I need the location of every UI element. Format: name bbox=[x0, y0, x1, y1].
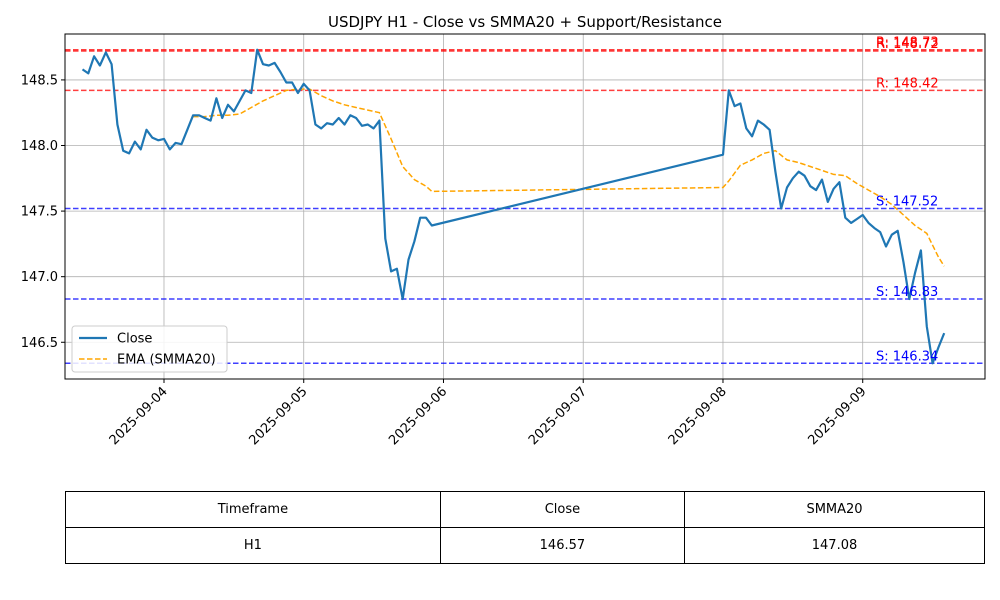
legend-label: EMA (SMMA20) bbox=[117, 353, 216, 368]
x-tick-label: 2025-09-04 bbox=[107, 384, 171, 448]
legend-label: Close bbox=[117, 332, 152, 347]
close-series-line bbox=[81, 48, 946, 365]
axes: 146.5 147.0 147.5 148.0 148.5 2025-09-04 2025-… bbox=[21, 73, 870, 448]
support-resistance-levels bbox=[65, 48, 985, 365]
table-row: H1 146.57 147.08 bbox=[65, 527, 985, 564]
smma-series-line bbox=[193, 88, 945, 267]
chart-title: USDJPY H1 - Close vs SMMA20 + Support/Re… bbox=[328, 13, 722, 31]
support-label: S: 147.52 bbox=[876, 194, 938, 209]
y-tick-label: 147.0 bbox=[21, 270, 58, 285]
support-label: S: 146.83 bbox=[876, 285, 938, 300]
table-header-cell: SMMA20 bbox=[684, 491, 985, 528]
support-label: S: 146.34 bbox=[876, 349, 938, 364]
y-tick-label: 148.5 bbox=[21, 73, 58, 88]
y-tick-label: 148.0 bbox=[21, 139, 58, 154]
x-tick-label: 2025-09-09 bbox=[806, 384, 870, 448]
plot-frame bbox=[64, 33, 986, 380]
table-header-cell: Timeframe bbox=[65, 491, 441, 528]
level-labels: R: 148.73R: 148.72 R: 148.42 S: 147.52 S: 1… bbox=[876, 36, 939, 365]
x-tick-label: 2025-09-05 bbox=[247, 384, 311, 448]
table-cell: 147.08 bbox=[684, 527, 985, 564]
table-header-row: Timeframe Close SMMA20 bbox=[65, 491, 985, 528]
x-tick-label: 2025-09-06 bbox=[386, 384, 450, 448]
resistance-label: R: 148.73 bbox=[876, 36, 939, 51]
series bbox=[81, 48, 946, 365]
summary-table: Timeframe Close SMMA20 H1 146.57 147.08 bbox=[65, 491, 985, 564]
y-tick-label: 146.5 bbox=[21, 336, 58, 351]
resistance-label: R: 148.42 bbox=[876, 76, 939, 91]
x-tick-label: 2025-09-08 bbox=[666, 384, 730, 448]
table-cell: 146.57 bbox=[439, 527, 686, 564]
grid bbox=[65, 34, 985, 379]
y-tick-label: 147.5 bbox=[21, 205, 58, 220]
resistance-label: R: 148.72 bbox=[876, 37, 939, 52]
x-tick-label: 2025-09-07 bbox=[526, 384, 590, 448]
line-chart: USDJPY H1 - Close vs SMMA20 + Support/Re… bbox=[21, 13, 986, 448]
table-header-cell: Close bbox=[439, 491, 686, 528]
table-cell: H1 bbox=[65, 527, 441, 564]
legend: Close EMA (SMMA20) bbox=[71, 325, 228, 373]
legend-box bbox=[71, 325, 228, 373]
